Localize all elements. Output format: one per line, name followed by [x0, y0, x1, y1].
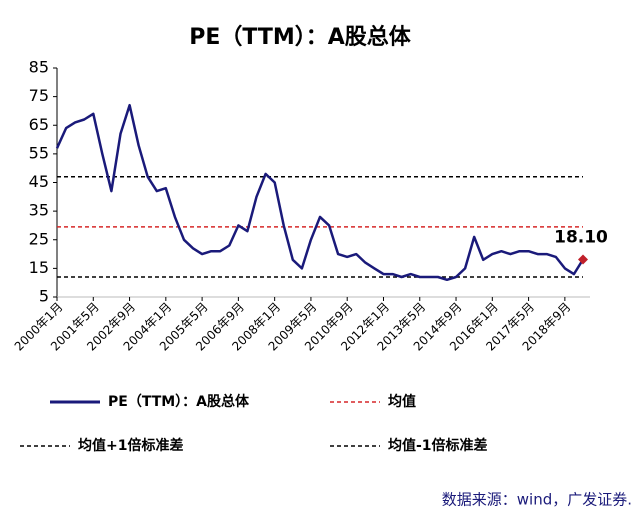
- y-tick-label: 5: [39, 287, 49, 306]
- y-tick-label: 75: [29, 86, 49, 105]
- y-tick-label: 65: [29, 115, 49, 134]
- y-tick-label: 85: [29, 58, 49, 77]
- series-line: [55, 103, 585, 282]
- y-tick-label: 45: [29, 172, 49, 191]
- y-tick-label: 35: [29, 201, 49, 220]
- legend-label: 均值-1倍标准差: [388, 437, 488, 454]
- y-tick-label: 55: [29, 143, 49, 162]
- legend-label: 均值: [388, 393, 416, 410]
- source: 数据来源：wind，广发证券.: [442, 491, 632, 509]
- end-marker: [578, 254, 588, 265]
- chart-title: PE（TTM）：A股总体: [189, 24, 412, 50]
- y-tick-label: 15: [29, 258, 49, 277]
- legend-label: PE（TTM）：A股总体: [108, 393, 250, 410]
- legend-label: 均值+1倍标准差: [78, 437, 183, 454]
- data-label: 18.10: [554, 228, 608, 248]
- y-tick-label: 25: [29, 229, 49, 248]
